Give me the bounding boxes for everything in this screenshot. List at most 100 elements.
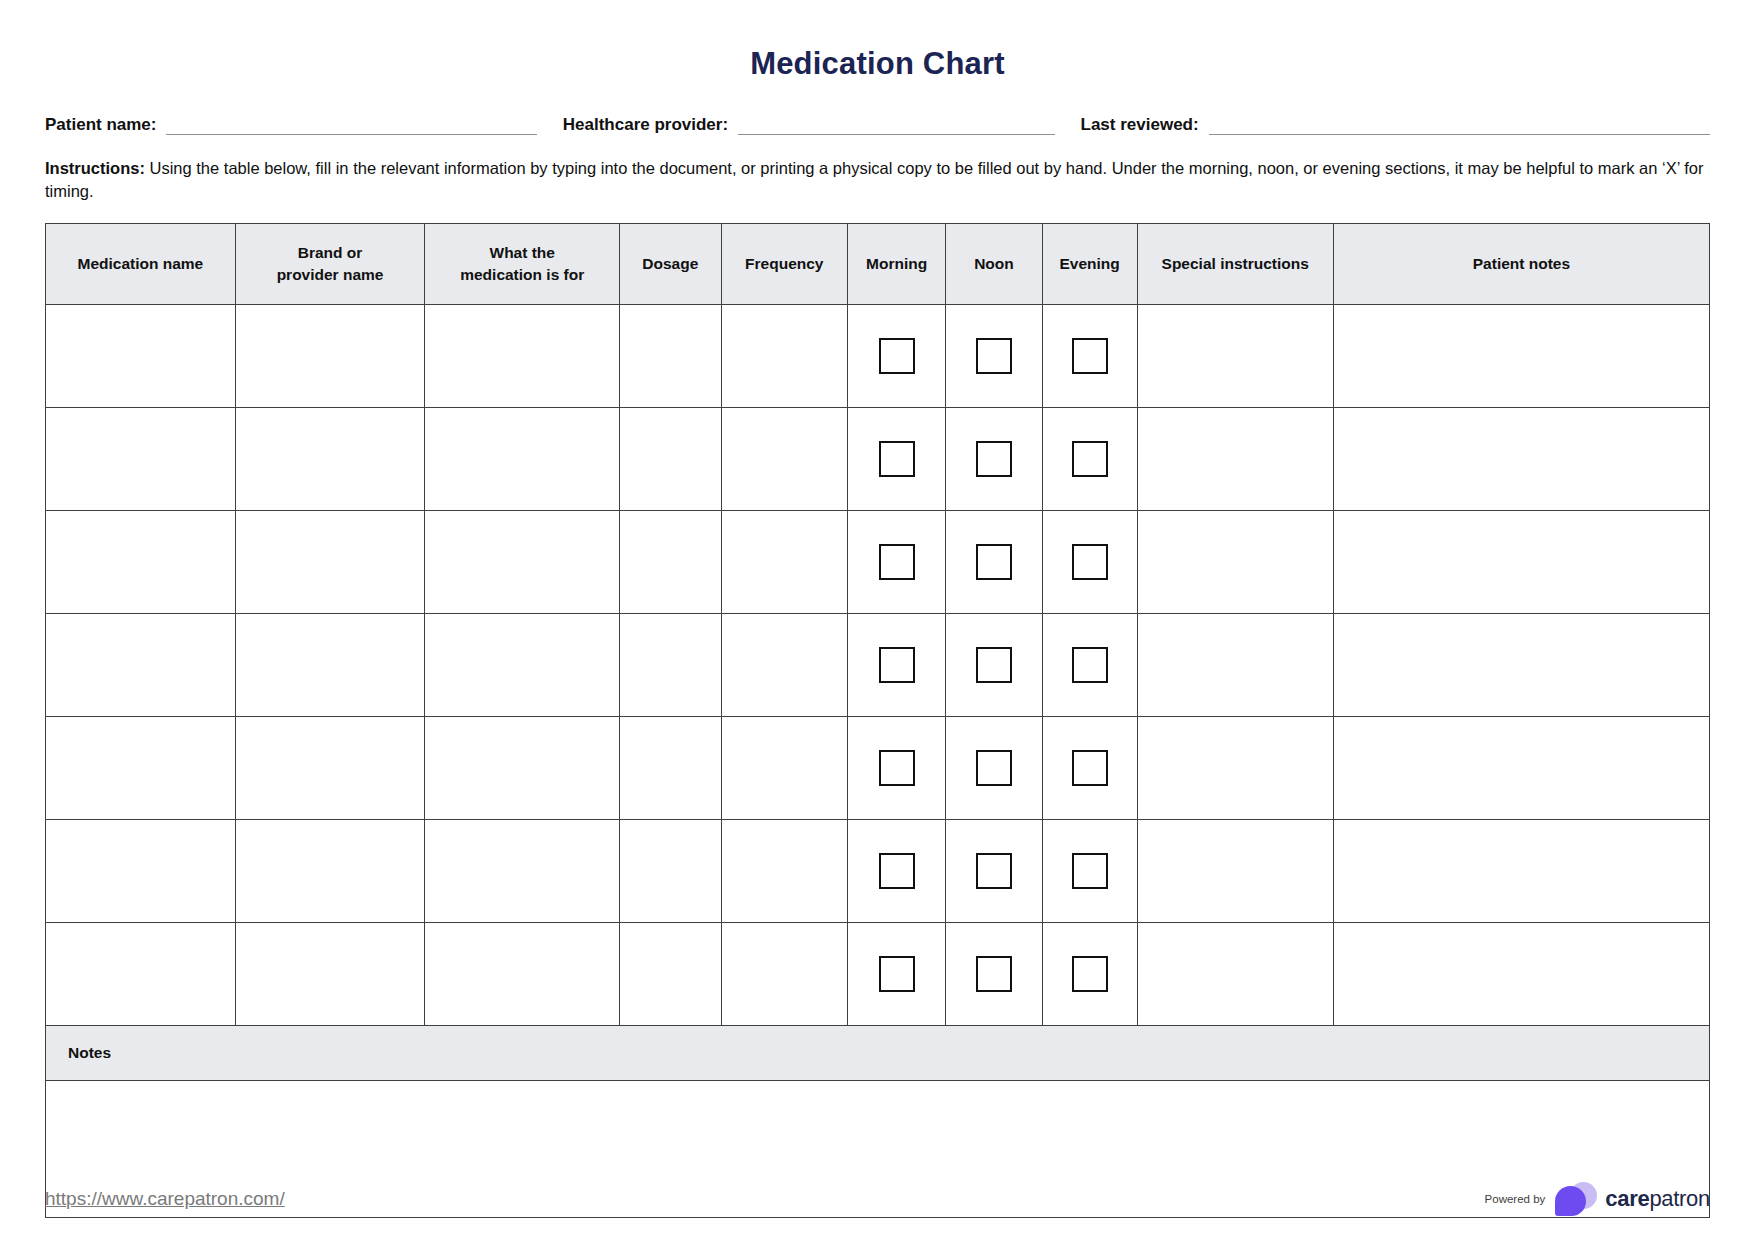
healthcare-provider-input[interactable] [738, 112, 1054, 135]
morning-checkbox[interactable] [879, 750, 915, 786]
evening-checkbox[interactable] [1072, 750, 1108, 786]
cell-dosage[interactable] [620, 614, 722, 717]
cell-special-instructions[interactable] [1137, 717, 1333, 820]
cell-noon [946, 305, 1043, 408]
cell-evening [1042, 614, 1137, 717]
cell-brand-or-provider-name[interactable] [235, 717, 425, 820]
cell-special-instructions[interactable] [1137, 820, 1333, 923]
noon-checkbox[interactable] [976, 338, 1012, 374]
cell-brand-or-provider-name[interactable] [235, 511, 425, 614]
cell-medication-name[interactable] [46, 511, 236, 614]
cell-brand-or-provider-name[interactable] [235, 408, 425, 511]
patient-info-fields: Patient name: Healthcare provider: Last … [45, 112, 1710, 135]
noon-checkbox[interactable] [976, 441, 1012, 477]
healthcare-provider-field: Healthcare provider: [563, 112, 1055, 135]
wordmark-care: care [1605, 1186, 1649, 1211]
cell-what-the-medication-is-for[interactable] [425, 614, 620, 717]
cell-morning [848, 511, 946, 614]
evening-checkbox[interactable] [1072, 544, 1108, 580]
cell-medication-name[interactable] [46, 717, 236, 820]
cell-special-instructions[interactable] [1137, 614, 1333, 717]
cell-patient-notes[interactable] [1333, 305, 1709, 408]
cell-medication-name[interactable] [46, 820, 236, 923]
cell-dosage[interactable] [620, 408, 722, 511]
table-header-row: Medication nameBrand or provider nameWha… [46, 224, 1710, 305]
cell-patient-notes[interactable] [1333, 923, 1709, 1026]
patient-name-label: Patient name: [45, 115, 166, 135]
cell-brand-or-provider-name[interactable] [235, 614, 425, 717]
noon-checkbox[interactable] [976, 544, 1012, 580]
cell-dosage[interactable] [620, 305, 722, 408]
cell-noon [946, 408, 1043, 511]
cell-what-the-medication-is-for[interactable] [425, 408, 620, 511]
cell-morning [848, 820, 946, 923]
cell-patient-notes[interactable] [1333, 717, 1709, 820]
medication-row [46, 511, 1710, 614]
noon-checkbox[interactable] [976, 853, 1012, 889]
morning-checkbox[interactable] [879, 853, 915, 889]
page-title: Medication Chart [0, 0, 1755, 82]
patient-name-input[interactable] [166, 112, 536, 135]
cell-frequency[interactable] [721, 717, 847, 820]
cell-brand-or-provider-name[interactable] [235, 820, 425, 923]
cell-noon [946, 511, 1043, 614]
cell-medication-name[interactable] [46, 614, 236, 717]
cell-what-the-medication-is-for[interactable] [425, 305, 620, 408]
morning-checkbox[interactable] [879, 647, 915, 683]
morning-checkbox[interactable] [879, 544, 915, 580]
morning-checkbox[interactable] [879, 956, 915, 992]
morning-checkbox[interactable] [879, 338, 915, 374]
cell-what-the-medication-is-for[interactable] [425, 820, 620, 923]
noon-checkbox[interactable] [976, 750, 1012, 786]
evening-checkbox[interactable] [1072, 853, 1108, 889]
cell-what-the-medication-is-for[interactable] [425, 923, 620, 1026]
cell-medication-name[interactable] [46, 923, 236, 1026]
cell-patient-notes[interactable] [1333, 820, 1709, 923]
instructions-body: Using the table below, fill in the relev… [45, 159, 1704, 200]
cell-patient-notes[interactable] [1333, 614, 1709, 717]
cell-evening [1042, 717, 1137, 820]
cell-medication-name[interactable] [46, 305, 236, 408]
cell-dosage[interactable] [620, 717, 722, 820]
evening-checkbox[interactable] [1072, 338, 1108, 374]
cell-morning [848, 408, 946, 511]
cell-frequency[interactable] [721, 820, 847, 923]
cell-frequency[interactable] [721, 614, 847, 717]
column-header-patient-notes: Patient notes [1333, 224, 1709, 305]
cell-frequency[interactable] [721, 305, 847, 408]
cell-medication-name[interactable] [46, 408, 236, 511]
instructions-label: Instructions: [45, 159, 145, 177]
cell-patient-notes[interactable] [1333, 511, 1709, 614]
cell-special-instructions[interactable] [1137, 408, 1333, 511]
cell-frequency[interactable] [721, 408, 847, 511]
evening-checkbox[interactable] [1072, 441, 1108, 477]
cell-dosage[interactable] [620, 820, 722, 923]
noon-checkbox[interactable] [976, 956, 1012, 992]
cell-special-instructions[interactable] [1137, 923, 1333, 1026]
carepatron-logo: carepatron [1555, 1182, 1710, 1216]
cell-what-the-medication-is-for[interactable] [425, 717, 620, 820]
cell-dosage[interactable] [620, 511, 722, 614]
evening-checkbox[interactable] [1072, 956, 1108, 992]
cell-special-instructions[interactable] [1137, 305, 1333, 408]
cell-special-instructions[interactable] [1137, 511, 1333, 614]
column-header-dosage: Dosage [620, 224, 722, 305]
cell-brand-or-provider-name[interactable] [235, 305, 425, 408]
cell-morning [848, 305, 946, 408]
cell-brand-or-provider-name[interactable] [235, 923, 425, 1026]
cell-frequency[interactable] [721, 923, 847, 1026]
last-reviewed-input[interactable] [1209, 112, 1710, 135]
cell-dosage[interactable] [620, 923, 722, 1026]
cell-morning [848, 614, 946, 717]
cell-noon [946, 923, 1043, 1026]
evening-checkbox[interactable] [1072, 647, 1108, 683]
cell-patient-notes[interactable] [1333, 408, 1709, 511]
noon-checkbox[interactable] [976, 647, 1012, 683]
column-header-morning: Morning [848, 224, 946, 305]
cell-frequency[interactable] [721, 511, 847, 614]
carepatron-logo-icon [1555, 1182, 1599, 1216]
morning-checkbox[interactable] [879, 441, 915, 477]
column-header-noon: Noon [946, 224, 1043, 305]
carepatron-link[interactable]: https://www.carepatron.com/ [45, 1188, 285, 1210]
cell-what-the-medication-is-for[interactable] [425, 511, 620, 614]
